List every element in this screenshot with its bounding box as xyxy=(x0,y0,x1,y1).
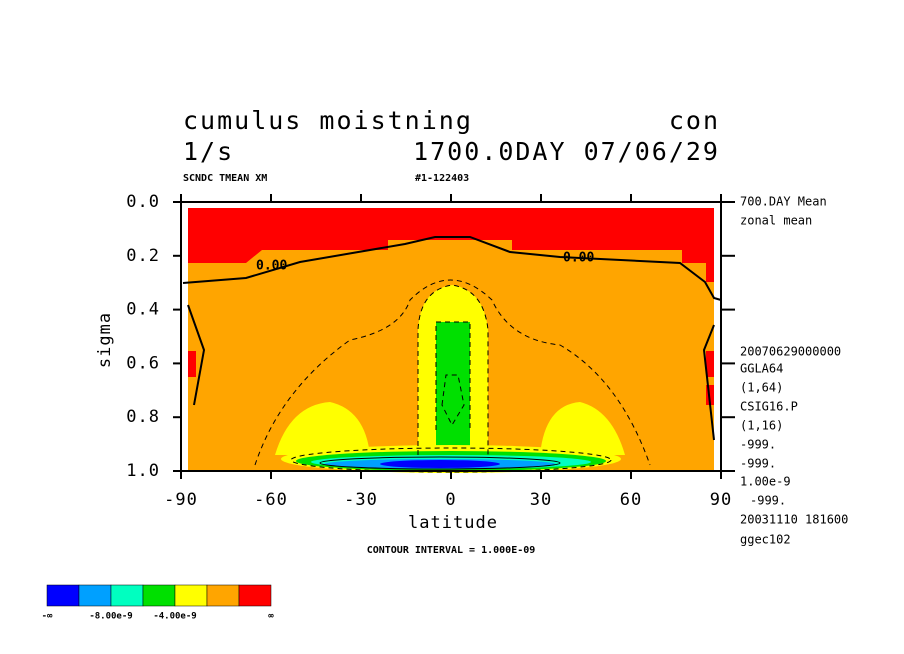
colorbar-swatch xyxy=(110,584,144,607)
x-tick-label: -90 xyxy=(164,490,198,510)
contour-region xyxy=(540,402,625,455)
colorbar-label: -4.00e-9 xyxy=(153,612,196,622)
contour-line xyxy=(702,324,715,441)
contour-label: 0.00 xyxy=(256,259,287,274)
contour-region xyxy=(188,208,714,282)
y-tick-label: 0.0 xyxy=(126,192,160,212)
side-label: CSIG16.P xyxy=(740,400,798,414)
contour-field: 0.00 0.00 xyxy=(182,208,722,473)
side-label: 20031110 181600 xyxy=(740,513,848,527)
contour-line xyxy=(319,456,561,470)
y-tick-label: 1.0 xyxy=(126,461,160,481)
side-label: ggec102 xyxy=(740,533,791,547)
contour-line xyxy=(441,374,465,427)
colorbar-swatch xyxy=(238,584,272,607)
side-label: -999. xyxy=(740,457,776,471)
chart-title-right: con xyxy=(669,106,720,135)
x-tick-label: 0 xyxy=(445,490,456,510)
x-tick-label: 30 xyxy=(530,490,552,510)
contour-region xyxy=(275,402,370,455)
colorbar-label: ∞ xyxy=(268,612,274,622)
x-axis-label: latitude xyxy=(408,513,498,533)
colorbar-swatch xyxy=(142,584,176,607)
contour-line xyxy=(187,304,206,406)
side-label: 1.00e-9 xyxy=(740,475,791,489)
x-tick-label: -30 xyxy=(344,490,378,510)
contour-line xyxy=(182,236,722,301)
contour-label: 0.00 xyxy=(563,251,594,266)
contour-line xyxy=(254,279,651,466)
contour-region xyxy=(706,351,714,377)
side-label: -999. xyxy=(750,494,786,508)
y-tick-label: 0.6 xyxy=(126,353,160,373)
colorbar-swatch xyxy=(46,584,80,607)
colorbar-swatch xyxy=(78,584,112,607)
y-tick-label: 0.2 xyxy=(126,246,160,266)
header-left: SCNDC TMEAN XM xyxy=(183,173,267,184)
side-label: 20070629000000 xyxy=(740,345,841,359)
side-label: (1,64) xyxy=(740,381,783,395)
side-label: (1,16) xyxy=(740,419,783,433)
x-tick-label: -60 xyxy=(254,490,288,510)
side-label: zonal mean xyxy=(740,214,812,228)
colorbar-label: -8.00e-9 xyxy=(89,612,132,622)
contour-region xyxy=(436,322,470,455)
y-tick-label: 0.8 xyxy=(126,407,160,427)
colorbar-swatch xyxy=(174,584,208,607)
contour-interval: CONTOUR INTERVAL = 1.000E-09 xyxy=(367,545,536,556)
colorbar-swatch xyxy=(206,584,240,607)
x-tick-label: 60 xyxy=(620,490,642,510)
contour-line xyxy=(435,321,471,430)
side-label: -999. xyxy=(740,438,776,452)
x-tick-label: 90 xyxy=(710,490,732,510)
contour-line xyxy=(290,447,612,473)
contour-region xyxy=(188,351,196,377)
y-tick-label: 0.4 xyxy=(126,300,160,320)
side-label: 700.DAY Mean xyxy=(740,195,827,209)
contour-region xyxy=(380,460,500,468)
y-axis-label: sigma xyxy=(95,312,115,368)
colorbar-label: -∞ xyxy=(42,612,53,622)
chart-title: cumulus moistning xyxy=(183,106,473,135)
side-label: GGLA64 xyxy=(740,362,783,376)
subtitle: 1/s xyxy=(183,137,234,166)
subtitle-right: 1700.0DAY 07/06/29 xyxy=(413,137,720,166)
header-mid: #1-122403 xyxy=(415,173,469,184)
